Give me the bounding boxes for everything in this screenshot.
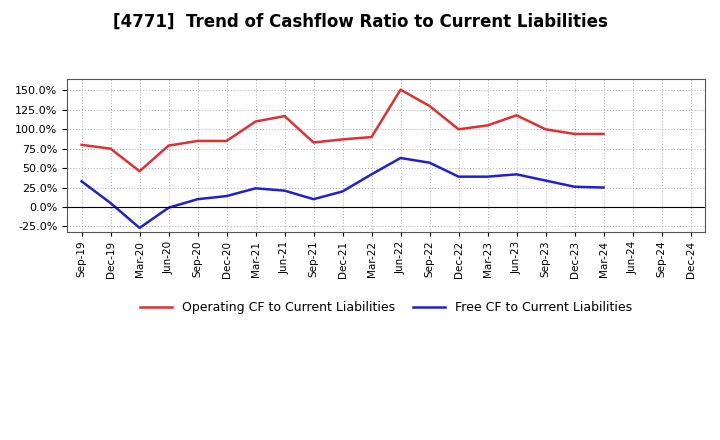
Free CF to Current Liabilities — [396, 155, 405, 161]
Line: Free CF to Current Liabilities: Free CF to Current Liabilities — [81, 158, 603, 228]
Free CF to Current Liabilities — [512, 172, 521, 177]
Free CF to Current Liabilities — [426, 160, 434, 165]
Free CF to Current Liabilities — [222, 194, 231, 199]
Legend: Operating CF to Current Liabilities, Free CF to Current Liabilities: Operating CF to Current Liabilities, Fre… — [135, 296, 636, 319]
Operating CF to Current Liabilities — [570, 131, 579, 136]
Operating CF to Current Liabilities — [454, 127, 463, 132]
Free CF to Current Liabilities — [135, 225, 144, 231]
Free CF to Current Liabilities — [367, 172, 376, 177]
Free CF to Current Liabilities — [280, 188, 289, 193]
Free CF to Current Liabilities — [483, 174, 492, 180]
Operating CF to Current Liabilities — [77, 142, 86, 147]
Free CF to Current Liabilities — [193, 197, 202, 202]
Operating CF to Current Liabilities — [426, 103, 434, 109]
Operating CF to Current Liabilities — [541, 127, 550, 132]
Operating CF to Current Liabilities — [164, 143, 173, 148]
Operating CF to Current Liabilities — [135, 169, 144, 174]
Free CF to Current Liabilities — [454, 174, 463, 180]
Operating CF to Current Liabilities — [107, 146, 115, 151]
Free CF to Current Liabilities — [164, 205, 173, 210]
Free CF to Current Liabilities — [599, 185, 608, 190]
Operating CF to Current Liabilities — [338, 137, 347, 142]
Free CF to Current Liabilities — [77, 179, 86, 184]
Operating CF to Current Liabilities — [599, 131, 608, 136]
Operating CF to Current Liabilities — [193, 138, 202, 143]
Operating CF to Current Liabilities — [251, 119, 260, 124]
Free CF to Current Liabilities — [251, 186, 260, 191]
Text: [4771]  Trend of Cashflow Ratio to Current Liabilities: [4771] Trend of Cashflow Ratio to Curren… — [112, 13, 608, 31]
Operating CF to Current Liabilities — [512, 113, 521, 118]
Free CF to Current Liabilities — [570, 184, 579, 189]
Free CF to Current Liabilities — [309, 197, 318, 202]
Operating CF to Current Liabilities — [309, 140, 318, 145]
Operating CF to Current Liabilities — [280, 114, 289, 119]
Operating CF to Current Liabilities — [367, 134, 376, 139]
Free CF to Current Liabilities — [107, 201, 115, 206]
Operating CF to Current Liabilities — [483, 123, 492, 128]
Line: Operating CF to Current Liabilities: Operating CF to Current Liabilities — [81, 90, 603, 171]
Free CF to Current Liabilities — [541, 178, 550, 183]
Operating CF to Current Liabilities — [222, 138, 231, 143]
Operating CF to Current Liabilities — [396, 87, 405, 92]
Free CF to Current Liabilities — [338, 189, 347, 194]
